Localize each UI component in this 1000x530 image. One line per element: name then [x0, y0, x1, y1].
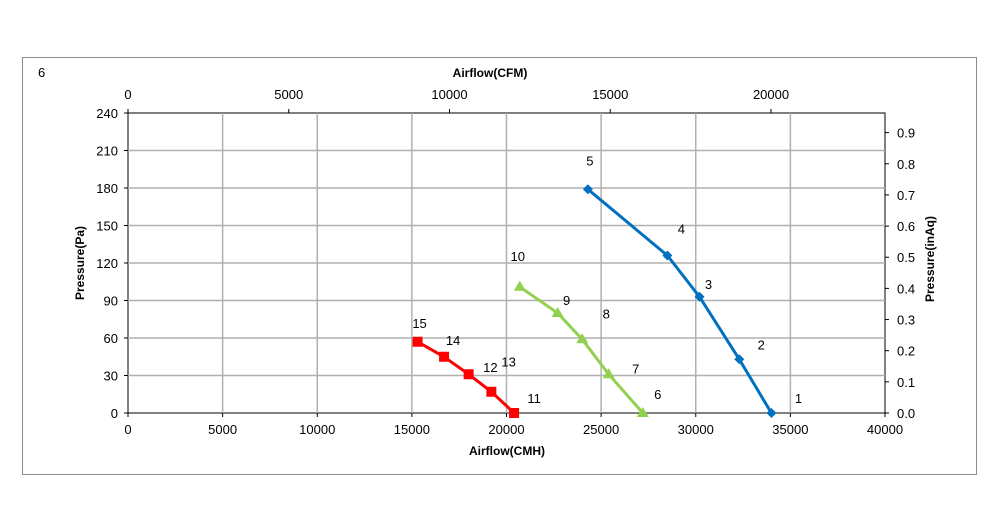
- data-point-label: 4: [678, 222, 685, 237]
- data-point-diamond: [662, 250, 673, 261]
- data-point-label: 7: [632, 361, 639, 376]
- y-tick-label: 30: [104, 369, 118, 384]
- y2-tick-label: 0.5: [897, 250, 915, 265]
- x-tick-label: 0: [124, 422, 131, 437]
- data-point-diamond: [694, 291, 705, 302]
- data-point-triangle: [576, 333, 589, 344]
- data-point-label: 14: [446, 333, 460, 348]
- data-point-triangle: [551, 307, 564, 317]
- data-point-label: 1: [795, 391, 802, 406]
- x2-tick-label: 15000: [592, 87, 628, 102]
- data-point-label: 10: [511, 249, 525, 264]
- y2-tick-label: 0.4: [897, 281, 915, 296]
- x2-axis-title: Airflow(CFM): [453, 66, 528, 80]
- chart-frame: [22, 57, 977, 475]
- data-point-triangle: [602, 368, 615, 379]
- x-tick-label: 10000: [299, 422, 335, 437]
- data-point-label: 3: [705, 277, 712, 292]
- y-tick-label: 120: [96, 256, 118, 271]
- y-tick-label: 150: [96, 219, 118, 234]
- y-tick-label: 240: [96, 106, 118, 121]
- x-tick-label: 40000: [867, 422, 903, 437]
- x-tick-label: 25000: [583, 422, 619, 437]
- x2-tick-label: 10000: [431, 87, 467, 102]
- y-axis-title: Pressure(Pa): [73, 226, 87, 300]
- x2-tick-label: 0: [124, 87, 131, 102]
- y-tick-label: 0: [111, 406, 118, 421]
- data-point-label: 15: [412, 316, 426, 331]
- data-point-label: 2: [758, 337, 765, 352]
- x-tick-label: 35000: [772, 422, 808, 437]
- data-point-label: 12: [483, 360, 497, 375]
- x-tick-label: 15000: [394, 422, 430, 437]
- y2-tick-label: 0.0: [897, 406, 915, 421]
- x-tick-label: 20000: [488, 422, 524, 437]
- x2-tick-label: 5000: [274, 87, 303, 102]
- data-point-triangle: [636, 407, 649, 417]
- data-point-label: 13: [501, 354, 515, 369]
- x-axis-title: Airflow(CMH): [469, 444, 545, 458]
- y2-tick-label: 0.1: [897, 375, 915, 390]
- y-tick-label: 60: [104, 331, 118, 346]
- y2-tick-label: 0.3: [897, 313, 915, 328]
- y2-tick-label: 0.2: [897, 344, 915, 359]
- y2-tick-label: 0.6: [897, 219, 915, 234]
- data-point-diamond: [582, 184, 593, 195]
- data-point-square: [509, 408, 520, 418]
- y2-axis-title: Pressure(inAq): [923, 216, 937, 302]
- x-tick-label: 30000: [678, 422, 714, 437]
- y-tick-label: 90: [104, 294, 118, 309]
- data-point-label: 6: [654, 387, 661, 402]
- data-point-square: [463, 369, 474, 380]
- y2-tick-label: 0.8: [897, 157, 915, 172]
- x-tick-label: 5000: [208, 422, 237, 437]
- data-point-square: [486, 386, 497, 397]
- y2-tick-label: 0.9: [897, 126, 915, 141]
- figure-label: 6: [38, 65, 45, 80]
- y2-tick-label: 0.7: [897, 188, 915, 203]
- x2-tick-label: 20000: [753, 87, 789, 102]
- data-point-label: 11: [527, 391, 541, 406]
- data-point-square: [412, 336, 423, 347]
- data-point-label: 5: [586, 153, 593, 168]
- data-point-diamond: [766, 408, 777, 418]
- y-tick-label: 210: [96, 144, 118, 159]
- axes: 0 5000 10000 15000 20000 25000 30000 35000 40000…: [96, 87, 915, 437]
- data-point-triangle: [513, 280, 526, 291]
- grid: [127, 112, 886, 414]
- y-tick-label: 180: [96, 181, 118, 196]
- data-point-square: [439, 351, 450, 362]
- data-point-label: 8: [603, 306, 610, 321]
- data-point-diamond: [734, 354, 745, 365]
- data-point-label: 9: [563, 293, 570, 308]
